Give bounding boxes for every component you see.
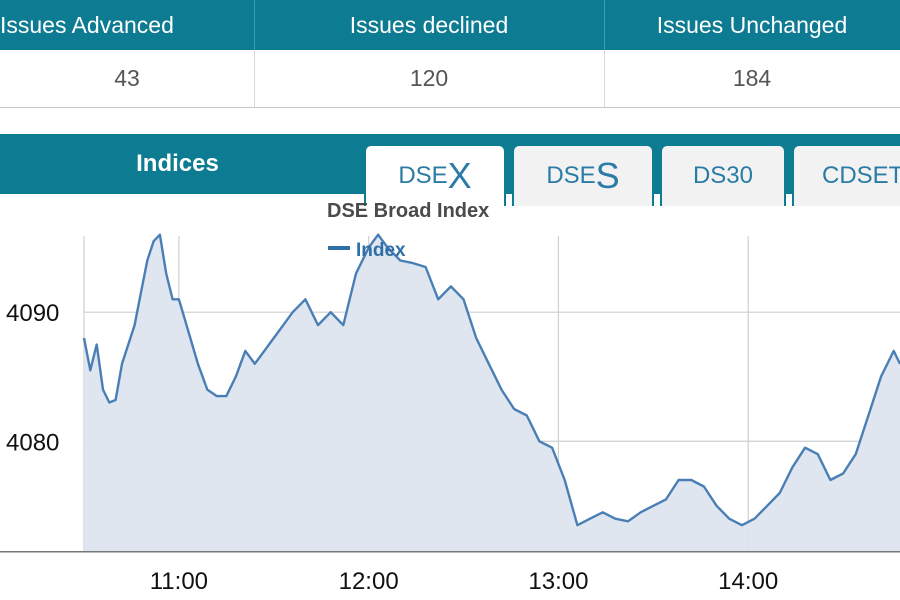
- value-divider: [254, 50, 255, 107]
- stats-header-row: Issues Advanced Issues declined Issues U…: [0, 0, 900, 50]
- y-tick-label: 4090: [6, 300, 59, 327]
- market-stats-table: Issues Advanced Issues declined Issues U…: [0, 0, 900, 108]
- tab-cdset-label: CDSET: [822, 162, 900, 189]
- tab-ds30[interactable]: DS30: [660, 144, 786, 206]
- index-line: [82, 233, 900, 527]
- tab-dses-prefix: DSE: [546, 162, 596, 189]
- index-chart: DSE Broad Index Index 11:00 12:00 13:00 14:…: [0, 200, 900, 595]
- tab-cdset[interactable]: CDSET: [792, 144, 900, 206]
- issues-declined-header: Issues declined: [349, 11, 509, 38]
- issues-advanced-header: Issues Advanced: [0, 11, 174, 38]
- tab-dsex[interactable]: DSE X: [364, 144, 506, 206]
- header-divider: [254, 0, 255, 50]
- y-tick-label: 4080: [6, 429, 59, 456]
- axis-ticks: 11:00 12:00 13:00 14:00 4080 4090: [6, 300, 778, 595]
- index-area-fill: [84, 234, 900, 551]
- x-tick-label: 12:00: [339, 568, 399, 595]
- issues-declined-value: 120: [409, 65, 449, 91]
- tab-dsex-prefix: DSE: [398, 162, 448, 189]
- tab-dses-suffix: S: [595, 155, 620, 196]
- indices-title: Indices: [136, 150, 219, 177]
- value-divider: [604, 50, 605, 107]
- header-divider: [604, 0, 605, 50]
- tab-dses[interactable]: DSE S: [512, 144, 654, 206]
- x-tick-label: 13:00: [528, 568, 588, 595]
- issues-unchanged-value: 184: [732, 65, 772, 91]
- x-tick-label: 14:00: [718, 568, 778, 595]
- x-axis: [0, 551, 900, 553]
- issues-unchanged-header: Issues Unchanged: [656, 11, 848, 38]
- chart-title: DSE Broad Index: [327, 200, 489, 222]
- issues-advanced-value: 43: [114, 65, 140, 91]
- x-tick-label: 11:00: [150, 568, 208, 595]
- tab-dsex-suffix: X: [447, 155, 472, 196]
- tab-ds30-label: DS30: [692, 162, 754, 189]
- legend-item-index[interactable]: Index: [356, 240, 406, 261]
- legend-swatch: [328, 246, 350, 250]
